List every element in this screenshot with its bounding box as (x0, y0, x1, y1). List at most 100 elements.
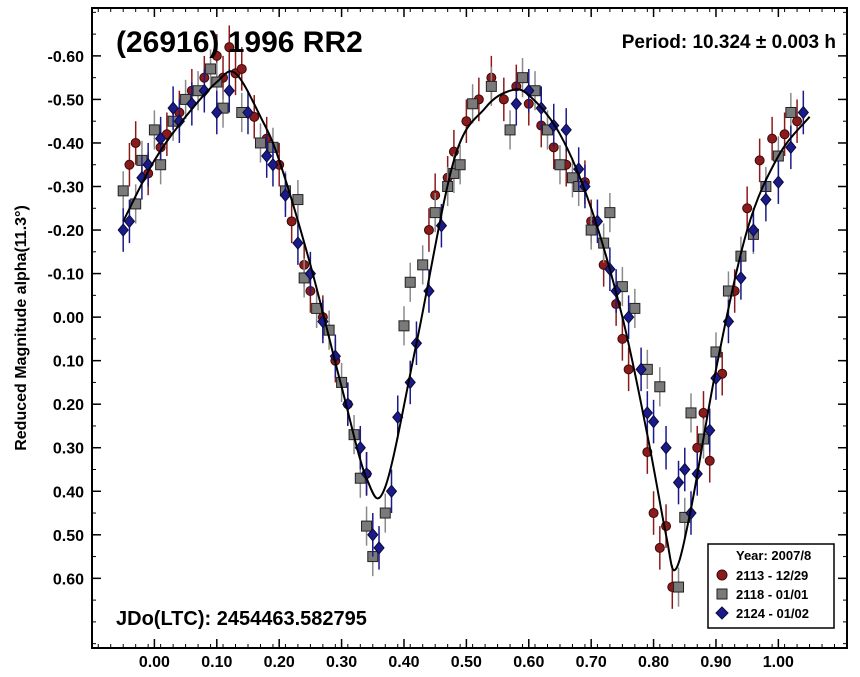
data-point-2118 (379, 507, 391, 519)
y-tick-label: -0.10 (48, 267, 85, 284)
legend-marker-2118 (716, 588, 728, 600)
y-tick-label: -0.20 (48, 223, 85, 240)
data-point-2113 (623, 364, 634, 375)
data-point-2113 (130, 137, 141, 148)
data-point-2113 (648, 508, 659, 519)
legend-title: Year: 2007/8 (736, 548, 811, 563)
jd-text: JDo(LTC): 2454463.582795 (116, 608, 367, 630)
legend-marker-2113 (716, 569, 728, 581)
data-point-2118 (654, 381, 666, 393)
y-tick-label: 0.30 (53, 441, 84, 458)
y-tick-label: 0.40 (53, 484, 84, 501)
data-point-2118 (554, 159, 566, 171)
data-point-2118 (685, 407, 697, 419)
data-point-2113 (286, 216, 297, 227)
fit-curve (122, 70, 811, 572)
data-point-2124 (679, 462, 691, 477)
legend: Year: 2007/8 2113 - 12/29 2118 - 01/01 2… (707, 543, 835, 629)
data-point-2124 (560, 123, 572, 137)
data-point-2113 (617, 333, 628, 344)
data-point-2118 (155, 159, 167, 171)
data-point-2113 (211, 50, 222, 61)
data-point-2118 (148, 124, 160, 136)
data-point-2113 (124, 159, 135, 170)
data-point-2124 (154, 131, 167, 146)
data-point-2124 (635, 362, 647, 377)
data-point-2124 (223, 83, 235, 98)
data-point-2118 (517, 72, 529, 84)
x-tick-label: 1.00 (763, 654, 794, 671)
data-point-2118 (585, 224, 597, 236)
data-point-2124 (747, 223, 760, 237)
axis-ticks (92, 8, 847, 648)
y-tick-label: 0.10 (53, 354, 84, 371)
data-point-2113 (236, 63, 247, 74)
data-point-2113 (461, 116, 472, 127)
data-point-2124 (510, 97, 522, 111)
data-point-2124 (647, 414, 660, 429)
data-point-2118 (398, 320, 410, 332)
period-text: Period: 10.324 ± 0.003 h (622, 32, 836, 53)
data-point-2113 (654, 542, 665, 553)
data-point-2118 (292, 194, 304, 206)
y-tick-label: -0.50 (48, 92, 85, 109)
x-tick-label: 0.60 (513, 654, 544, 671)
data-point-2124 (641, 406, 653, 420)
data-point-2118 (361, 520, 373, 532)
x-tick-label: 0.00 (139, 654, 170, 671)
data-point-2124 (261, 149, 273, 163)
data-point-2118 (117, 185, 129, 197)
data-point-2118 (467, 98, 479, 110)
data-point-2118 (785, 106, 797, 118)
y-tick-label: -0.40 (48, 136, 85, 153)
data-point-2124 (704, 423, 716, 438)
data-point-2124 (367, 528, 379, 542)
data-point-2118 (417, 259, 429, 271)
legend-entry-2124: 2124 - 01/02 (736, 606, 809, 621)
legend-box (707, 543, 835, 629)
data-point-2118 (504, 124, 516, 136)
y-tick-label: -0.60 (48, 49, 85, 66)
data-point-2113 (498, 94, 509, 105)
x-tick-label: 0.90 (700, 654, 731, 671)
data-point-2118 (205, 63, 217, 75)
data-point-2124 (117, 223, 129, 237)
data-point-2118 (673, 581, 685, 593)
x-tick-label: 0.40 (388, 654, 419, 671)
x-tick-label: 0.30 (326, 654, 357, 671)
data-point-2124 (292, 236, 304, 250)
data-point-2124 (242, 105, 254, 120)
data-point-2124 (123, 214, 136, 229)
data-point-2113 (767, 133, 778, 144)
y-tick-label: 0.00 (53, 310, 84, 327)
data-point-2124 (622, 310, 635, 324)
data-point-2118 (722, 285, 734, 297)
data-point-2118 (448, 167, 460, 179)
data-point-2124 (198, 83, 210, 98)
data-point-2124 (373, 541, 385, 555)
y-axis-label: Reduced Magnitude alpha(11.3°) (13, 205, 30, 451)
y-tick-label: -0.30 (48, 180, 85, 197)
y-axis-labels: -0.60 -0.50 -0.40 -0.30 -0.20 -0.10 0.00 0.10 0.… (48, 49, 85, 588)
x-tick-label: 0.10 (201, 654, 232, 671)
data-point-2113 (792, 116, 803, 127)
data-point-2113 (742, 203, 753, 214)
data-point-2124 (211, 105, 223, 120)
y-tick-label: 0.50 (53, 528, 84, 545)
data-point-2118 (404, 276, 416, 288)
data-point-2124 (735, 271, 747, 285)
x-tick-label: 0.70 (576, 654, 607, 671)
data-point-2113 (704, 455, 715, 466)
x-tick-label: 0.20 (264, 654, 295, 671)
data-point-2124 (760, 192, 772, 207)
x-tick-label: 0.80 (638, 654, 669, 671)
data-point-2113 (224, 42, 235, 53)
data-point-2124 (672, 475, 685, 490)
data-point-2124 (785, 140, 797, 155)
x-tick-label: 0.50 (451, 654, 482, 671)
data-point-2124 (797, 105, 809, 120)
data-point-2118 (254, 137, 266, 149)
data-point-2124 (772, 175, 785, 189)
data-point-2124 (385, 484, 398, 499)
